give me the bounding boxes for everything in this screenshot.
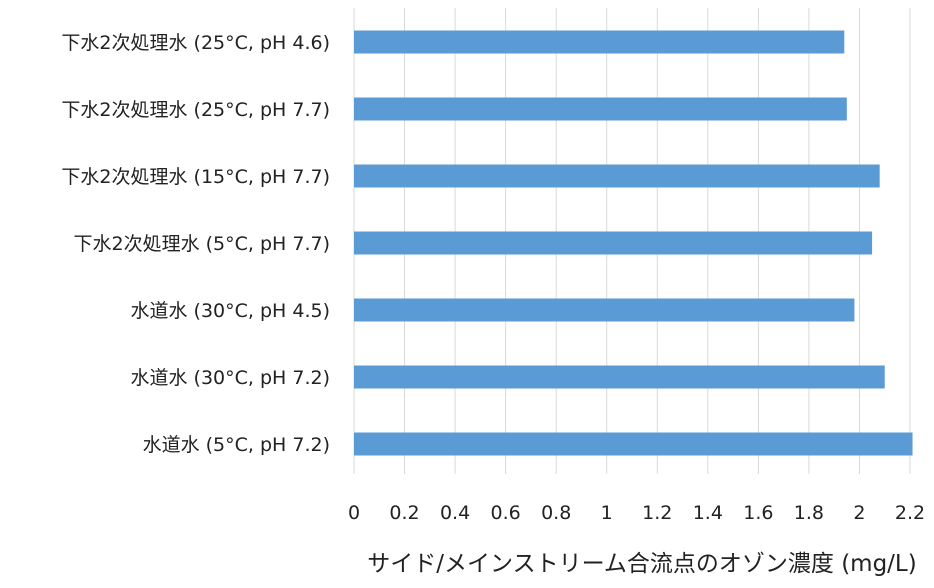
category-label: 水道水 (30°C, pH 7.2): [131, 367, 331, 389]
bars: [354, 30, 913, 456]
category-label: 水道水 (5°C, pH 7.2): [143, 434, 330, 456]
category-label: 下水2次処理水 (15°C, pH 7.7): [61, 166, 330, 188]
x-axis-title: サイド/メインストリーム合流点のオゾン濃度 (mg/L): [367, 551, 916, 577]
x-tick-label: 1.8: [794, 502, 824, 524]
bar: [354, 365, 885, 389]
x-tick-label: 0: [348, 502, 360, 524]
bar: [354, 30, 845, 54]
bar: [354, 298, 855, 322]
x-tick-label: 1.2: [642, 502, 672, 524]
category-label: 下水2次処理水 (25°C, pH 4.6): [61, 32, 330, 54]
bar: [354, 231, 873, 255]
category-label: 下水2次処理水 (25°C, pH 7.7): [61, 99, 330, 121]
bar: [354, 164, 880, 188]
x-tick-label: 1: [601, 502, 613, 524]
x-tick-label: 0.4: [440, 502, 470, 524]
x-tick-label: 2.2: [895, 502, 925, 524]
x-tick-labels: 0 0.2 0.4 0.6 0.8 1 1.2 1.4 1.6 1.8 2 2.2: [348, 502, 925, 524]
x-tick-label: 0.8: [541, 502, 571, 524]
x-tick-label: 1.6: [743, 502, 773, 524]
category-label: 水道水 (30°C, pH 4.5): [131, 300, 331, 322]
x-tick-label: 1.4: [693, 502, 723, 524]
x-tick-label: 0.2: [389, 502, 419, 524]
bar: [354, 432, 913, 456]
bar: [354, 97, 847, 121]
category-label: 下水2次処理水 (5°C, pH 7.7): [74, 233, 331, 255]
category-labels: 下水2次処理水 (25°C, pH 4.6) 下水2次処理水 (25°C, pH …: [61, 32, 330, 456]
x-tick-label: 0.6: [491, 502, 521, 524]
x-tick-label: 2: [853, 502, 865, 524]
